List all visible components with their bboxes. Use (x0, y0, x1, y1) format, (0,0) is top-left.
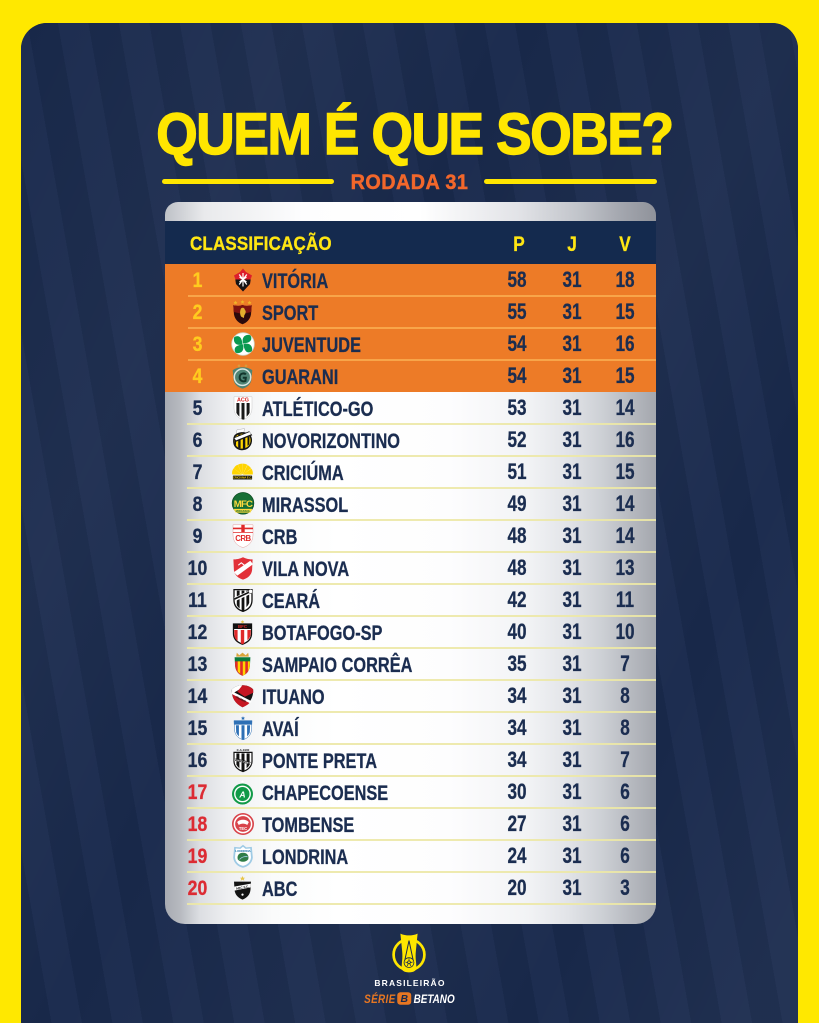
svg-text:ABC F.C.: ABC F.C. (236, 884, 250, 890)
svg-text:MFC: MFC (233, 499, 252, 510)
svg-text:MIRASSOL: MIRASSOL (235, 509, 250, 513)
svg-text:C.A.1900: C.A.1900 (236, 748, 249, 752)
svg-text:ITUANO: ITUANO (235, 695, 247, 704)
svg-text:A: A (238, 789, 245, 799)
svg-text:CRICIUMA E.C.: CRICIUMA E.C. (233, 476, 253, 480)
svg-text:LONDRINA: LONDRINA (235, 849, 251, 853)
svg-text:B: B (401, 994, 409, 1005)
svg-text:BFC: BFC (238, 624, 248, 629)
svg-text:PONTE PRETA: PONTE PRETA (233, 758, 251, 765)
svg-text:CRB: CRB (235, 534, 251, 543)
svg-text:TEC: TEC (238, 826, 246, 831)
svg-text:ACG: ACG (237, 398, 249, 404)
